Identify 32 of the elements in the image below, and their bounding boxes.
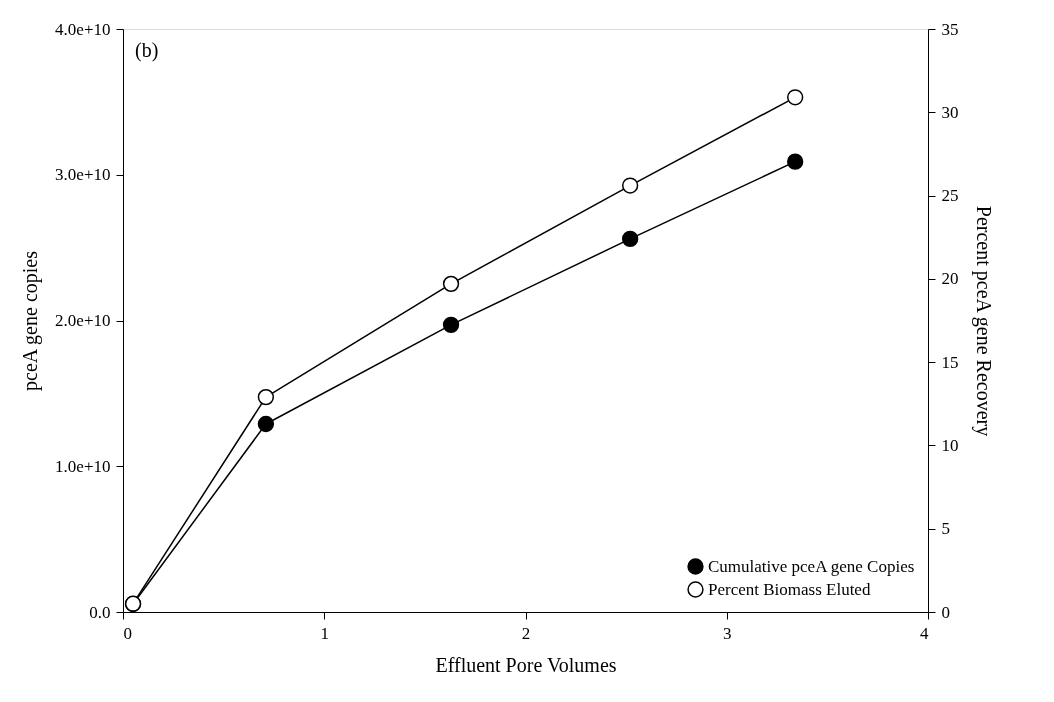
point	[621, 177, 639, 194]
y-tick-label: 1.0e+10	[55, 456, 111, 476]
legend-label: Percent Biomass Eluted	[708, 579, 871, 599]
point	[787, 89, 804, 106]
y-tick-label: 2.0e+10	[55, 311, 111, 330]
point	[257, 415, 275, 433]
annotation: (b)	[135, 39, 159, 62]
x-tick-label: 0	[123, 623, 132, 643]
y-tick-label: 3.0e+10	[55, 165, 111, 185]
y2-tick-label: 20	[941, 269, 959, 289]
y-axis-title: pceA gene copies	[19, 250, 43, 391]
point	[257, 388, 275, 406]
point	[621, 230, 639, 248]
x-tick-label: 2	[521, 623, 531, 643]
x-axis-title: Effluent Pore Volumes	[435, 653, 617, 676]
x-tick-label: 4	[920, 623, 929, 643]
point	[442, 316, 460, 334]
point	[442, 275, 460, 293]
x-tick-label: 3	[723, 623, 732, 643]
y-tick-label: 4.0e+10	[55, 19, 111, 39]
y2-tick-label: 5	[941, 519, 950, 539]
y2-tick-label: 0	[941, 602, 950, 622]
x-tick-label: 1	[320, 623, 329, 643]
y2-tick-label: 25	[941, 186, 959, 206]
y-tick-label: 0.0	[89, 602, 111, 622]
y2-tick-label: 35	[941, 19, 959, 39]
y2-tick-label: 30	[941, 102, 959, 122]
legend-label: Cumulative pceA gene Copies	[708, 556, 915, 576]
point	[787, 153, 804, 170]
y2-tick-label: 15	[941, 352, 959, 372]
y2-tick-label: 10	[941, 435, 959, 455]
y2-axis-title: Percent pceA gene Recovery	[971, 205, 995, 437]
